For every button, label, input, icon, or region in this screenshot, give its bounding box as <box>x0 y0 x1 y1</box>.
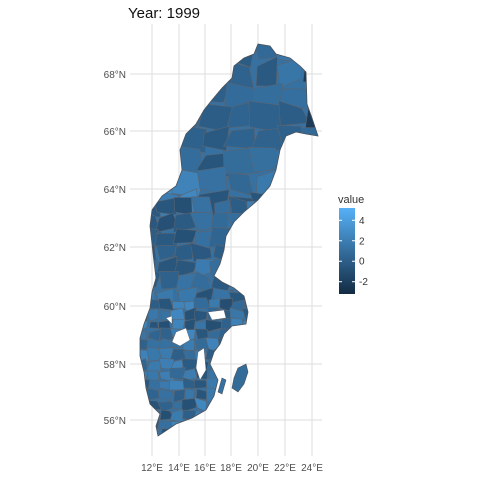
municipality-region <box>181 398 197 413</box>
municipality-region <box>193 310 208 323</box>
x-tick-label: 12°E <box>141 463 163 474</box>
y-tick-label: 66°N <box>104 127 126 138</box>
legend-ticks: 4 2 0 -2 <box>339 216 368 288</box>
municipality-region <box>173 197 193 216</box>
x-tick-label: 14°E <box>168 463 190 474</box>
y-tick-label: 64°N <box>104 185 126 196</box>
lake-malaren <box>207 309 227 321</box>
legend-label: 4 <box>359 216 365 227</box>
x-tick-label: 18°E <box>220 463 242 474</box>
municipality-region <box>191 196 214 215</box>
sweden-border <box>139 43 319 437</box>
y-tick-label: 62°N <box>104 243 126 254</box>
municipality-region <box>171 318 186 330</box>
island-oland <box>217 377 227 395</box>
y-tick-label: 58°N <box>104 360 126 371</box>
municipality-region <box>156 244 177 261</box>
lake-vattern <box>195 347 207 381</box>
legend-label: 2 <box>359 236 365 247</box>
legend-colorbar <box>339 208 355 294</box>
legend-title: value <box>338 194 364 206</box>
municipality-region <box>173 242 195 262</box>
municipality-region <box>154 196 181 215</box>
municipality-region <box>190 242 212 263</box>
municipality-region <box>158 389 174 402</box>
municipality-region <box>147 370 160 383</box>
x-tick-label: 20°E <box>247 463 269 474</box>
municipality-region <box>159 271 180 290</box>
map-title: Year: 1999 <box>128 5 200 22</box>
municipality-region <box>181 368 198 381</box>
municipality-region <box>193 231 215 248</box>
legend-label: 0 <box>359 257 365 268</box>
y-tick-label: 56°N <box>104 416 126 427</box>
municipality-region <box>149 321 159 329</box>
municipality-region <box>248 146 277 173</box>
municipality-region <box>210 211 229 229</box>
legend-label: -2 <box>359 277 368 288</box>
y-tick-label: 68°N <box>104 70 126 81</box>
color-legend: value 4 2 0 -2 <box>338 194 368 294</box>
municipality-region <box>278 88 308 111</box>
x-tick-label: 24°E <box>301 463 323 474</box>
x-tick-label: 16°E <box>194 463 216 474</box>
municipality-region <box>182 377 198 390</box>
island-gotland <box>231 363 249 393</box>
y-tick-label: 60°N <box>104 302 126 313</box>
municipality-region <box>214 199 232 216</box>
y-axis: 56°N 58°N 60°N 62°N 64°N 66°N 68°N <box>104 70 126 427</box>
municipality-region <box>202 125 230 151</box>
lake-small <box>165 315 173 325</box>
municipality-region <box>172 228 198 244</box>
lake-vanern <box>171 327 191 347</box>
municipality-region <box>189 211 214 231</box>
x-tick-label: 22°E <box>274 463 296 474</box>
x-axis: 12°E 14°E 16°E 18°E 20°E 22°E 24°E <box>141 463 323 474</box>
